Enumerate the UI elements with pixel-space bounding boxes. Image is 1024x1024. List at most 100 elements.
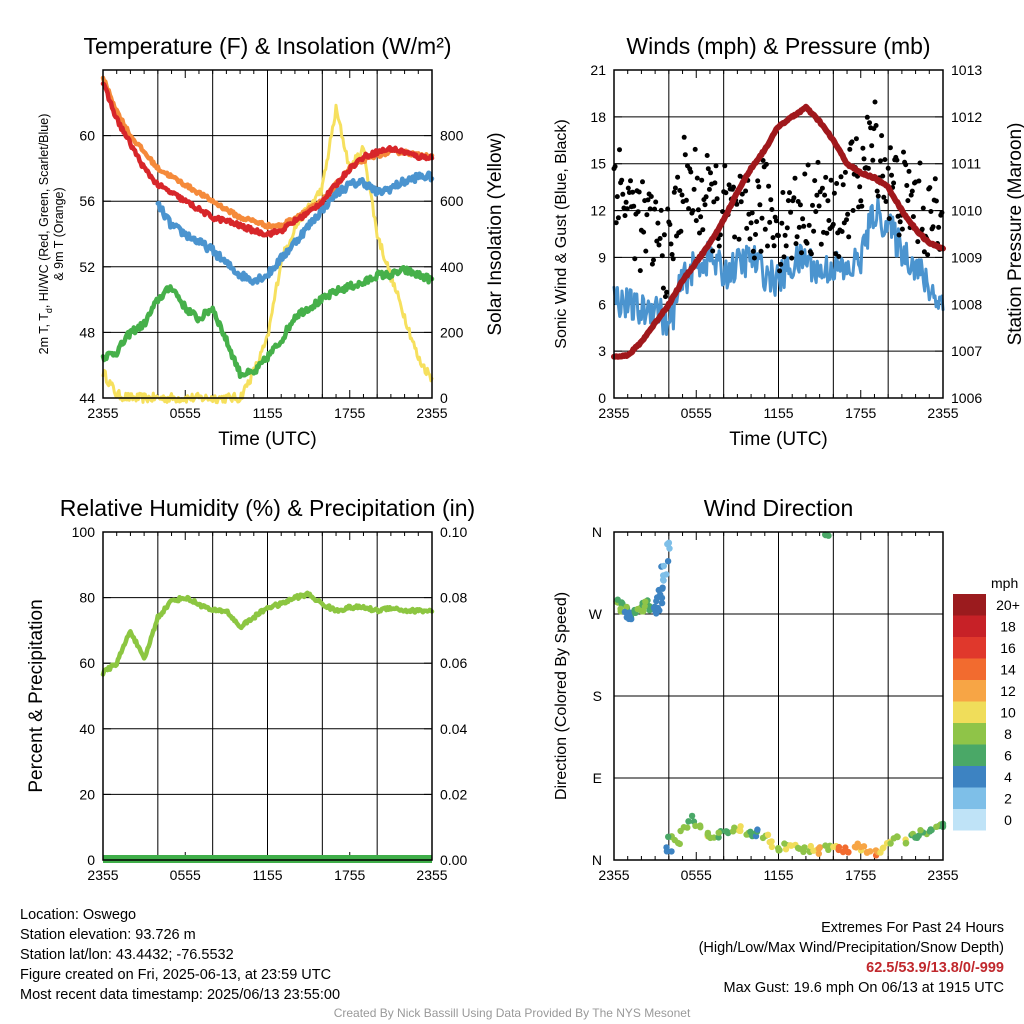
wind-gust-point [860, 145, 866, 151]
wind-gust-point [710, 248, 716, 254]
wind-gust-point [632, 256, 638, 262]
wind-gust-point [784, 225, 790, 231]
wind-gust-point [823, 174, 829, 180]
wind-gust-point [880, 173, 886, 179]
wdir-point [621, 608, 629, 616]
wind-gust-point [806, 222, 812, 228]
wdir-legend-swatch [953, 766, 986, 788]
wind-gust-point [644, 212, 650, 218]
wind-gust-point [830, 221, 836, 227]
wind-gust-point [824, 230, 830, 236]
wind-gust-point [778, 261, 784, 267]
wdir-point [863, 849, 871, 856]
rh-ylabel: Percent & Precipitation [26, 599, 47, 792]
wind-gust-point [712, 180, 718, 186]
wind-border [613, 69, 944, 399]
temp-y2label: Solar Insolation (Yellow) [485, 132, 506, 335]
wind-gust-point [844, 217, 849, 223]
wind-gust-point [921, 249, 927, 255]
temp-ylabel: 2m T, Td, HI/WC (Red, Green, Scarlet/Blu… [37, 114, 66, 355]
wdir-point [845, 848, 852, 856]
wind-gust-point [711, 199, 717, 205]
wind-gust-point [816, 203, 822, 209]
wind-gust-point [743, 188, 749, 194]
wind-gust-point [658, 207, 664, 213]
wdir-ylabel: Direction (Colored By Speed) [553, 592, 570, 800]
rh-ytick-label: 100 [72, 524, 96, 540]
temp-xtick-label: 2355 [416, 405, 447, 421]
temp-ytick-label: 56 [79, 193, 95, 209]
wind-gust-point [777, 268, 783, 274]
wdir-point [816, 844, 824, 851]
wind-gust-point [648, 194, 654, 199]
wind-gust-point [661, 232, 667, 238]
wind-gust-point [813, 209, 819, 215]
wdir-point [663, 571, 670, 578]
wind-gust-point [664, 289, 670, 295]
wind-gust-point [665, 206, 671, 212]
wind-gust-point [894, 157, 900, 163]
wind-gust-point [702, 202, 708, 208]
wind-gust-point [770, 235, 776, 241]
wind-gust-point [652, 206, 658, 212]
temp-series-solar-insolation [101, 103, 434, 405]
temp-xtick-label: 1755 [334, 405, 365, 421]
wind-gust-point [773, 218, 779, 224]
wind-gust-point [810, 202, 815, 208]
wind-gust-point [825, 198, 831, 204]
wind-gust-point [757, 202, 763, 208]
wind-gust-point [614, 194, 620, 200]
wind-ytick-label: 0 [598, 390, 606, 406]
wind-gust-point [865, 165, 871, 171]
wind-y2label: Station Pressure (Maroon) [1005, 123, 1024, 346]
wind-gust-point [805, 162, 811, 168]
wdir-point [715, 834, 722, 841]
wind-gust-point [657, 236, 663, 241]
rh-y2tick-label: 0.00 [440, 852, 467, 868]
wind-gust-point [904, 183, 910, 188]
wdir-point [657, 591, 664, 598]
wind-gust-point [734, 201, 740, 207]
wind-ytick-label: 21 [590, 62, 606, 78]
wdir-point [659, 584, 666, 591]
wdir-point [664, 558, 672, 565]
wind-gust-point [631, 203, 637, 209]
wind-gust-point [919, 226, 925, 232]
wdir-point [666, 545, 673, 552]
wind-gust-point [749, 210, 755, 216]
wind-gust-point [891, 180, 897, 186]
wdir-legend-swatch [953, 744, 986, 766]
wdir-legend-swatch [953, 658, 986, 680]
wdir-panel: 2355 0555 1155 1755 2355 Wind Direction N E S W N D… [553, 495, 1020, 883]
wind-gust-point [889, 172, 894, 178]
wind-gust-point [690, 208, 696, 214]
wdir-point [917, 827, 924, 834]
wind-gust-point [916, 178, 922, 184]
temp-y2tick-label: 600 [440, 193, 464, 209]
rh-ytick-label: 60 [79, 655, 95, 671]
wind-gust-point [915, 239, 921, 245]
wdir-points [613, 531, 947, 859]
wind-xlabel: Time (UTC) [729, 429, 828, 450]
wind-gust-point [817, 189, 823, 195]
wind-gust-point [887, 145, 893, 151]
wind-gust-point [920, 205, 926, 211]
wind-gust-point [767, 219, 773, 225]
wind-gust-point [853, 136, 859, 142]
wind-gust-point [645, 197, 651, 203]
location-text: Location: Oswego [20, 907, 137, 923]
wind-gust-point [869, 143, 875, 149]
wind-gust-point [839, 229, 845, 234]
wind-gust-point [681, 134, 687, 140]
wdir-point [887, 840, 894, 847]
wdir-point [890, 835, 897, 842]
wind-gust-point [901, 149, 906, 155]
temp-y2tick-label: 200 [440, 324, 464, 340]
wind-gust-point [759, 215, 765, 221]
wind-ylabel: Sonic Wind & Gust (Blue, Black) [553, 119, 570, 348]
wdir-legend-label: 20+ [996, 597, 1020, 613]
wdir-point [860, 843, 868, 850]
wind-gust-point [695, 207, 701, 213]
wdir-point [685, 818, 692, 825]
wdir-point [729, 828, 737, 835]
